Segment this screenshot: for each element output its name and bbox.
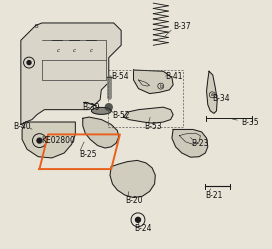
Text: B-21: B-21: [205, 190, 223, 199]
Polygon shape: [172, 129, 208, 157]
Text: b: b: [159, 84, 162, 89]
Text: c: c: [57, 48, 60, 53]
Ellipse shape: [91, 107, 111, 114]
Polygon shape: [21, 23, 121, 125]
Circle shape: [27, 61, 31, 64]
Circle shape: [37, 138, 42, 143]
Circle shape: [135, 217, 140, 222]
Text: B-52: B-52: [112, 111, 130, 120]
Polygon shape: [83, 117, 119, 148]
Text: a: a: [211, 92, 214, 97]
Circle shape: [105, 104, 112, 111]
Text: B-39: B-39: [83, 103, 100, 112]
Text: c: c: [90, 48, 93, 53]
Polygon shape: [134, 70, 173, 94]
Text: KE02800: KE02800: [41, 136, 75, 145]
Text: B-40: B-40: [13, 123, 31, 131]
Polygon shape: [206, 71, 217, 113]
Polygon shape: [123, 107, 173, 123]
Text: B-41: B-41: [166, 72, 183, 81]
Text: c: c: [73, 48, 76, 53]
Text: B-54: B-54: [111, 72, 129, 81]
Text: B: B: [35, 24, 38, 29]
Text: B-23: B-23: [192, 139, 209, 148]
Text: B-35: B-35: [241, 118, 259, 126]
Text: B-25: B-25: [79, 150, 97, 159]
Text: B-34: B-34: [213, 94, 230, 103]
Text: B-20: B-20: [125, 195, 142, 204]
Polygon shape: [22, 122, 75, 158]
Text: B-24: B-24: [135, 224, 152, 233]
Text: B-53: B-53: [144, 123, 162, 131]
Text: B-37: B-37: [173, 22, 191, 31]
Polygon shape: [110, 160, 155, 197]
